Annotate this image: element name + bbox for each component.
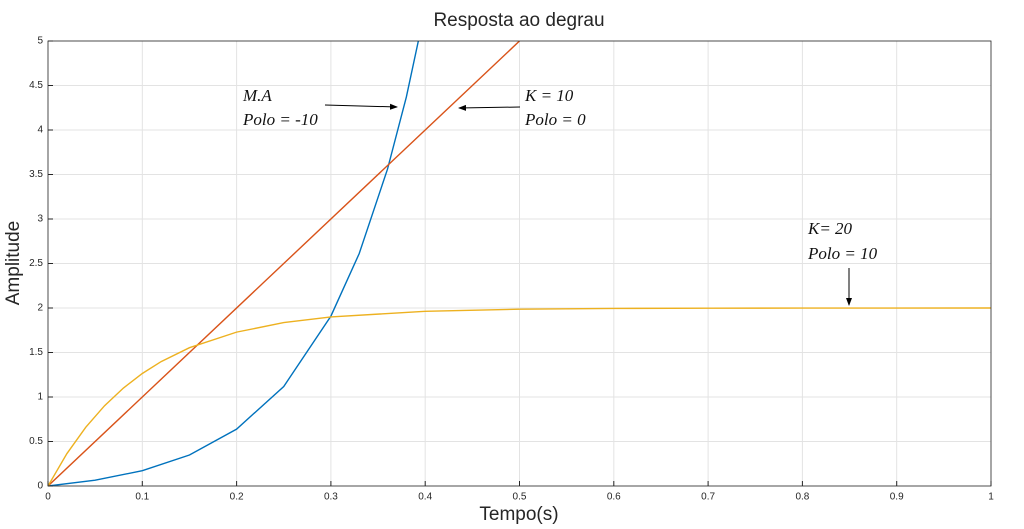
series-line bbox=[48, 41, 420, 486]
series-line bbox=[48, 41, 520, 486]
y-tick-label: 3 bbox=[37, 214, 43, 225]
x-tick-label: 0.7 bbox=[701, 492, 715, 503]
annotation: M.A bbox=[242, 86, 272, 105]
x-tick-label: 0 bbox=[45, 492, 51, 503]
x-tick-label: 0.8 bbox=[795, 492, 809, 503]
annotation: Polo = 0 bbox=[524, 110, 586, 129]
x-tick-label: 0.9 bbox=[890, 492, 904, 503]
y-tick-label: 4 bbox=[37, 125, 43, 136]
arrow bbox=[458, 104, 521, 111]
annotation: Polo = -10 bbox=[242, 110, 318, 129]
y-tick-label: 4.5 bbox=[29, 80, 43, 91]
lines bbox=[48, 41, 991, 486]
y-tick-label: 2 bbox=[37, 303, 43, 314]
y-tick-label: 0.5 bbox=[29, 436, 43, 447]
x-tick-label: 0.1 bbox=[135, 492, 149, 503]
x-axis-label: Tempo(s) bbox=[479, 504, 558, 525]
y-tick-label: 5 bbox=[37, 36, 43, 47]
annotation: K= 20 bbox=[807, 219, 853, 238]
annotation: K = 10 bbox=[524, 86, 574, 105]
y-tick-label: 0 bbox=[37, 481, 43, 492]
y-tick-label: 2.5 bbox=[29, 258, 43, 269]
arrow bbox=[324, 103, 398, 110]
x-tick-label: 1 bbox=[988, 492, 994, 503]
x-tick-label: 0.5 bbox=[513, 492, 527, 503]
series-line bbox=[48, 307, 991, 486]
y-tick-label: 1 bbox=[37, 392, 43, 403]
annotation: Polo = 10 bbox=[807, 244, 878, 263]
y-axis-label: Amplitude bbox=[3, 221, 24, 306]
x-tick-label: 0.2 bbox=[230, 492, 244, 503]
x-tick-label: 0.4 bbox=[418, 492, 432, 503]
y-tick-label: 3.5 bbox=[29, 169, 43, 180]
chart-title: Resposta ao degrau bbox=[433, 10, 604, 31]
x-tick-label: 0.6 bbox=[607, 492, 621, 503]
y-tick-label: 1.5 bbox=[29, 347, 43, 358]
x-tick-label: 0.3 bbox=[324, 492, 338, 503]
